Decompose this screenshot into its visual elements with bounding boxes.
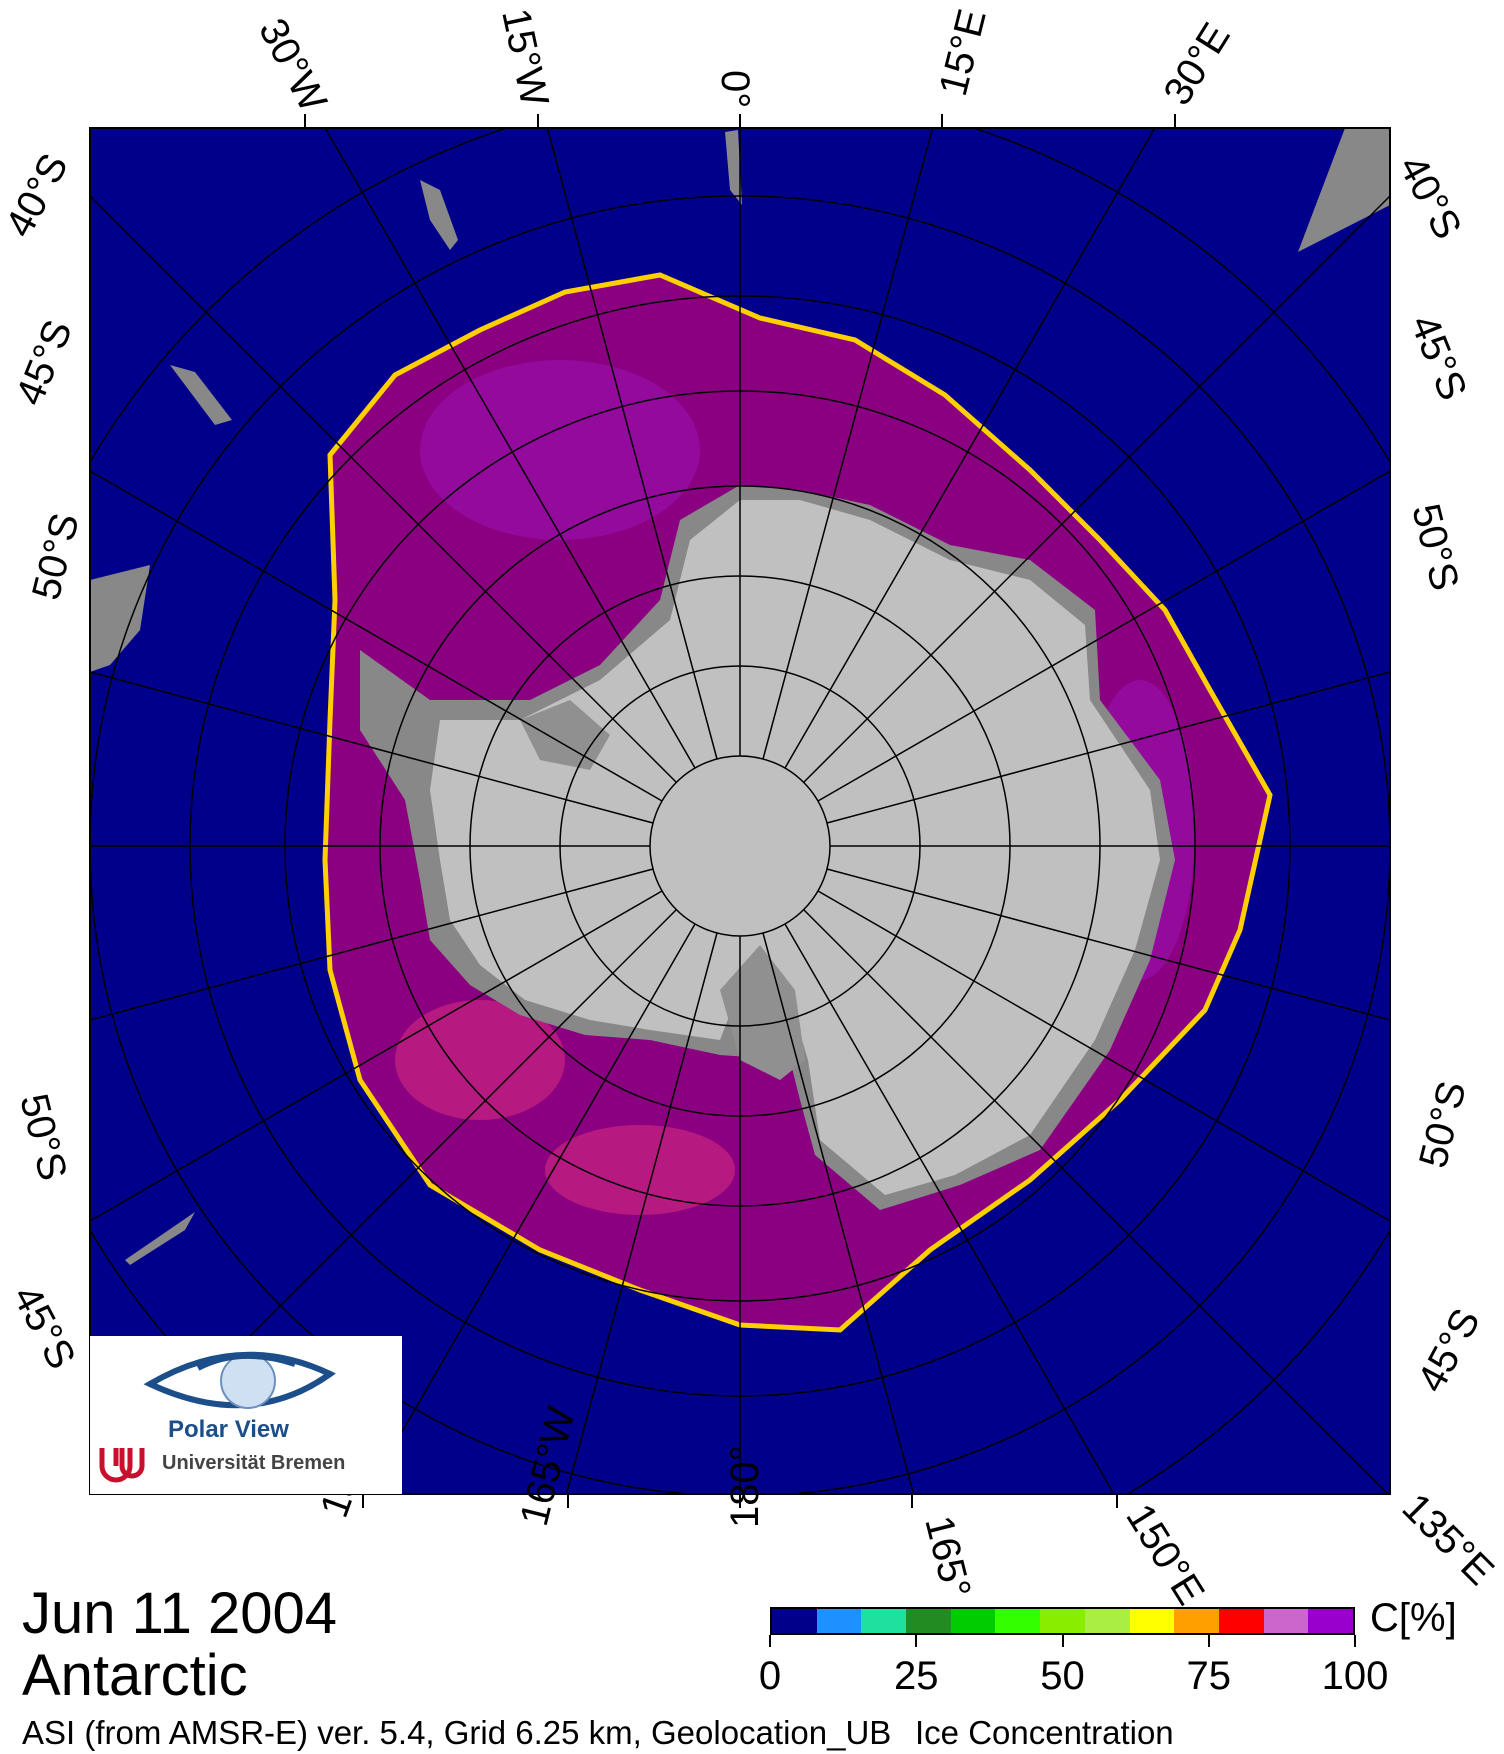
land-new-zealand <box>125 1212 195 1265</box>
meridian-label: 165° <box>916 1512 979 1603</box>
antarctica-interior <box>430 500 1160 1195</box>
date-title: Jun 11 2004 <box>22 1581 337 1646</box>
parallel-label: 40°S <box>0 147 77 245</box>
weddell-sea-shelf <box>520 700 610 770</box>
parallel-label: 50°S <box>11 1090 75 1185</box>
colorbar-tick-label: 25 <box>894 1654 939 1698</box>
meridian-label: 180° <box>723 1445 767 1528</box>
meridian-label: 0° <box>713 70 757 108</box>
land-south-america <box>90 565 150 672</box>
colorbar-segment <box>1263 1609 1309 1633</box>
land-island-north <box>725 130 742 205</box>
ice-patch-violet <box>420 360 700 540</box>
ross-sea-shelf <box>720 945 805 1080</box>
colorbar-segment <box>861 1609 907 1633</box>
colorbar-segment <box>1040 1609 1085 1633</box>
university-logo-icon <box>99 1448 145 1483</box>
logo-institution: Universität Bremen <box>162 1452 346 1474</box>
colorbar <box>770 1607 1355 1635</box>
parallel-label: 45°S <box>1402 309 1475 406</box>
colorbar-segment <box>950 1609 996 1633</box>
colorbar-segment <box>906 1609 951 1633</box>
land-africa <box>1298 128 1390 252</box>
colorbar-segment <box>1174 1609 1219 1633</box>
edge-ticks <box>304 114 1176 1508</box>
meridian-label: 135°E <box>1394 1485 1502 1593</box>
colorbar-tick-label: 100 <box>1321 1654 1389 1698</box>
land-island-nw <box>420 180 458 250</box>
colorbar-tick-mark <box>915 1635 918 1647</box>
parallel-label: 50°S <box>24 509 88 604</box>
colorbar-tick-mark <box>1061 1635 1064 1647</box>
meridian-label: 15°E <box>931 5 995 100</box>
ice-patch-red <box>545 1125 735 1215</box>
colorbar-segment <box>772 1609 817 1633</box>
parallel-label: 45°S <box>8 314 81 411</box>
graticule-meridians <box>90 128 1390 1494</box>
meridian-label: 150°E <box>1117 1496 1212 1612</box>
colorbar-segment <box>995 1609 1041 1633</box>
ice-patch-red <box>395 1000 565 1120</box>
eye-logo-icon <box>143 1351 336 1409</box>
parallel-label: 50°S <box>1403 500 1467 595</box>
meridian-label: 15°W <box>493 5 557 110</box>
colorbar-tick-mark <box>769 1635 771 1647</box>
logo-name: Polar View <box>168 1416 289 1443</box>
colorbar-segment <box>1129 1609 1175 1633</box>
colorbar-tick-label: 50 <box>1040 1654 1085 1698</box>
colorbar-segment <box>1218 1609 1264 1633</box>
polar-view-logo: Polar View Universität Bremen <box>90 1336 402 1494</box>
parallel-label: 50°S <box>1411 1077 1475 1172</box>
parallel-label: 45°S <box>1409 1302 1489 1400</box>
parallel-label: 40°S <box>1390 149 1470 247</box>
meridian-label: 30°W <box>250 12 335 120</box>
colorbar-segment <box>816 1609 862 1633</box>
colorbar-tick-mark <box>1207 1635 1210 1647</box>
region-title: Antarctic <box>22 1643 248 1708</box>
colorbar-tick-label: 75 <box>1186 1654 1232 1698</box>
colorbar-unit: C[%] <box>1370 1596 1457 1640</box>
colorbar-segment <box>1084 1609 1130 1633</box>
colorbar-segment <box>1308 1609 1353 1633</box>
parallel-label: 45°S <box>4 1279 84 1377</box>
land-island-west <box>170 365 232 425</box>
colorbar-tick-mark <box>1354 1635 1356 1647</box>
footer-product: Ice Concentration <box>915 1714 1174 1751</box>
footer-info: ASI (from AMSR-E) ver. 5.4, Grid 6.25 km… <box>22 1714 892 1751</box>
colorbar-tick-label: 0 <box>758 1654 782 1698</box>
meridian-label: 30°E <box>1155 16 1239 113</box>
